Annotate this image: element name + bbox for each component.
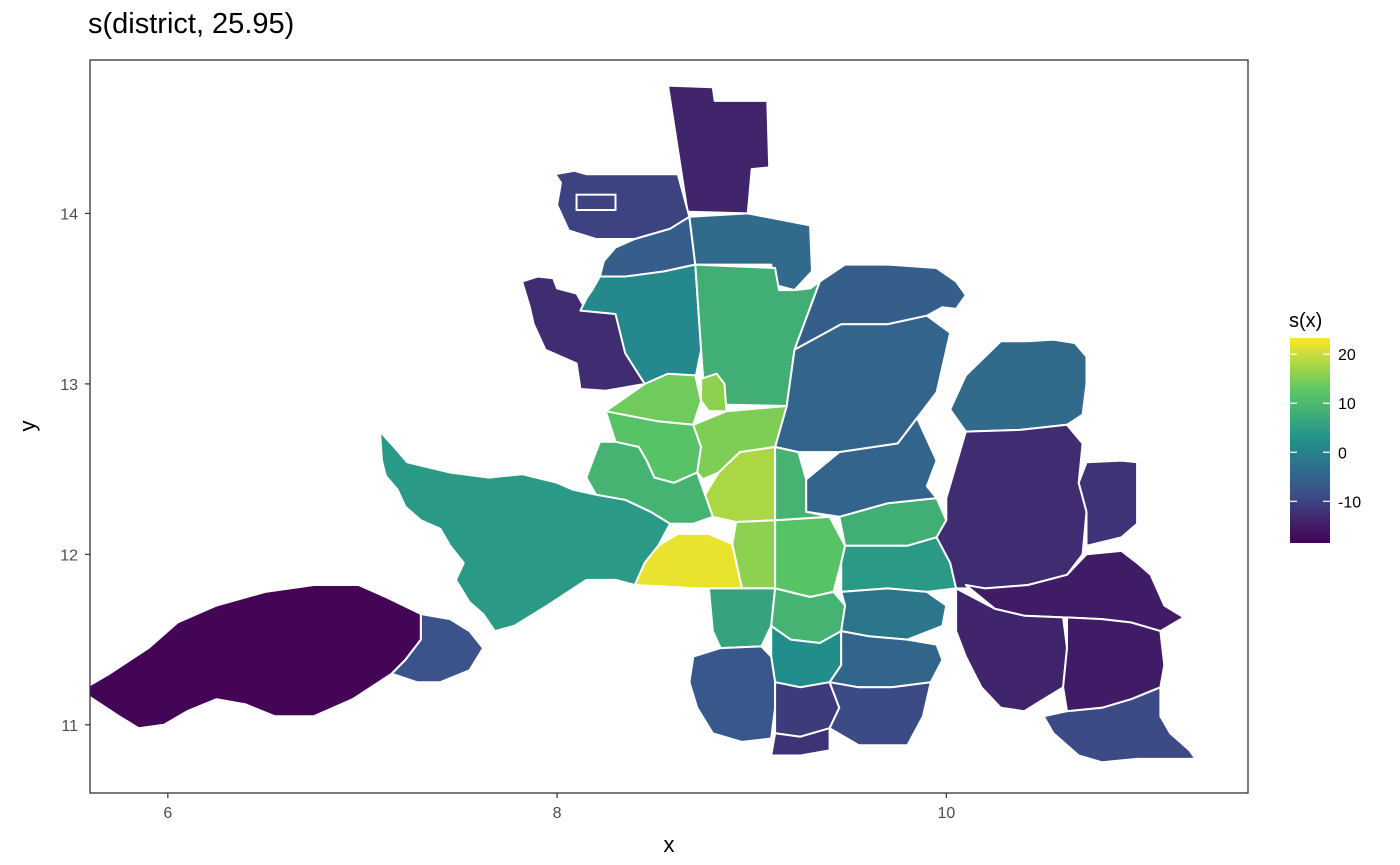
legend-tick-label: -10 bbox=[1338, 494, 1361, 511]
district-south-center bbox=[707, 587, 777, 650]
district-center-east bbox=[774, 515, 847, 598]
color-legend: s(x) 20 10 0 -10 bbox=[1289, 310, 1361, 543]
district-east-far bbox=[949, 338, 1088, 433]
legend-ticks: 20 10 0 -10 bbox=[1290, 347, 1361, 511]
district-east-south-big bbox=[935, 423, 1088, 590]
district-hole-outline bbox=[575, 193, 617, 212]
district-south-c8 bbox=[828, 681, 932, 747]
district-east-south-b bbox=[1077, 459, 1139, 547]
district-southwest-b bbox=[390, 613, 485, 684]
x-axis: 6 8 10 bbox=[163, 793, 955, 822]
district-east-mid-b bbox=[840, 536, 958, 593]
y-tick-label: 11 bbox=[61, 718, 78, 735]
district-regions bbox=[90, 84, 1197, 764]
y-axis: 11 12 13 14 bbox=[60, 206, 90, 735]
district-southwest-a bbox=[90, 584, 422, 730]
plot-panel-border bbox=[89, 59, 1249, 794]
legend-tick-label: 0 bbox=[1338, 445, 1347, 462]
y-axis-title: y bbox=[15, 421, 40, 432]
district-west-blob bbox=[521, 275, 646, 392]
x-axis-title: x bbox=[664, 832, 675, 857]
district-south-c3 bbox=[840, 587, 948, 641]
district-east-south-d bbox=[955, 587, 1068, 713]
district-south-c5 bbox=[828, 630, 944, 689]
legend-colorbar bbox=[1290, 338, 1330, 543]
plot-title: s(district, 25.95) bbox=[88, 8, 295, 40]
legend-title: s(x) bbox=[1289, 310, 1322, 332]
district-east-center-b bbox=[805, 417, 938, 518]
x-tick-label: 8 bbox=[553, 805, 562, 822]
y-tick-label: 13 bbox=[60, 377, 78, 394]
district-center-f bbox=[585, 440, 714, 525]
district-south-c9 bbox=[770, 727, 831, 757]
x-tick-label: 10 bbox=[937, 805, 955, 822]
district-east-south-f bbox=[1042, 686, 1197, 764]
y-tick-label: 12 bbox=[60, 547, 78, 564]
legend-tick-label: 10 bbox=[1338, 396, 1356, 413]
district-north-top bbox=[667, 84, 771, 215]
x-tick-label: 6 bbox=[163, 805, 172, 822]
y-tick-label: 14 bbox=[60, 206, 78, 223]
district-west-arm bbox=[379, 430, 671, 633]
district-south-c6 bbox=[688, 645, 777, 743]
legend-tick-label: 20 bbox=[1338, 347, 1356, 364]
